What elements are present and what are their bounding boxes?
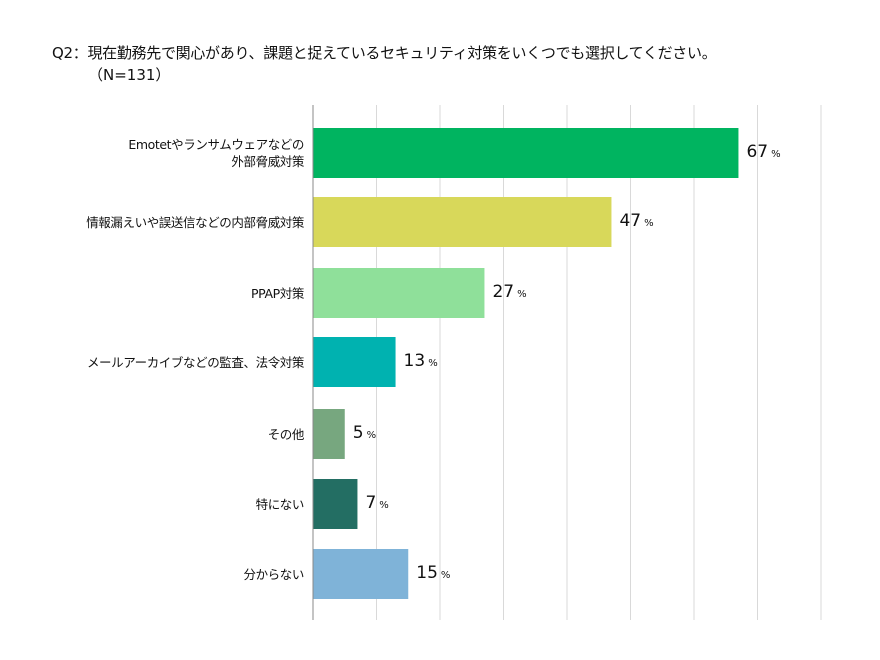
data-label-value: 15 xyxy=(416,563,438,583)
bar xyxy=(313,268,485,318)
data-label: 7% xyxy=(365,493,388,513)
category-label: 特にない xyxy=(255,496,305,512)
bar xyxy=(313,409,345,459)
bar xyxy=(313,479,358,529)
data-label: 13% xyxy=(404,351,438,371)
data-label-unit: % xyxy=(379,500,389,511)
data-label: 27% xyxy=(492,282,526,302)
data-label-unit: % xyxy=(366,430,377,441)
category-label: PPAP対策 xyxy=(251,285,304,301)
category-label: Emotetやランサムウェアなどの 外部脅威対策 xyxy=(128,137,304,169)
data-label-value: 47 xyxy=(619,211,642,231)
category-label: 情報漏えいや誤送信などの内部脅威対策 xyxy=(86,214,304,230)
data-label-unit: % xyxy=(771,149,781,160)
data-label-value: 27 xyxy=(492,282,515,302)
category-label: 分からない xyxy=(243,566,304,582)
data-label: 47% xyxy=(619,211,653,231)
data-label: 67% xyxy=(746,142,780,162)
data-label-value: 7 xyxy=(365,493,377,513)
chart-subtitle: （N=131） xyxy=(88,66,171,84)
category-label: メールアーカイブなどの監査、法令対策 xyxy=(86,354,304,370)
data-label-unit: % xyxy=(440,570,451,581)
bar xyxy=(313,128,739,178)
data-label-value: 13 xyxy=(403,351,426,371)
bar xyxy=(313,337,396,387)
data-label-value: 5 xyxy=(352,423,364,443)
data-label-unit: % xyxy=(517,289,527,300)
chart-title: Q2：現在勤務先で関心があり、課題と捉えているセキュリティ対策をいくつでも選択し… xyxy=(52,44,717,62)
data-label: 5% xyxy=(353,423,376,443)
data-label-unit: % xyxy=(644,218,654,229)
bar xyxy=(313,549,409,599)
bar xyxy=(313,197,612,247)
data-label-unit: % xyxy=(428,358,438,369)
data-label: 15% xyxy=(416,563,450,583)
data-label-value: 67 xyxy=(746,142,769,162)
category-label: その他 xyxy=(267,426,305,442)
